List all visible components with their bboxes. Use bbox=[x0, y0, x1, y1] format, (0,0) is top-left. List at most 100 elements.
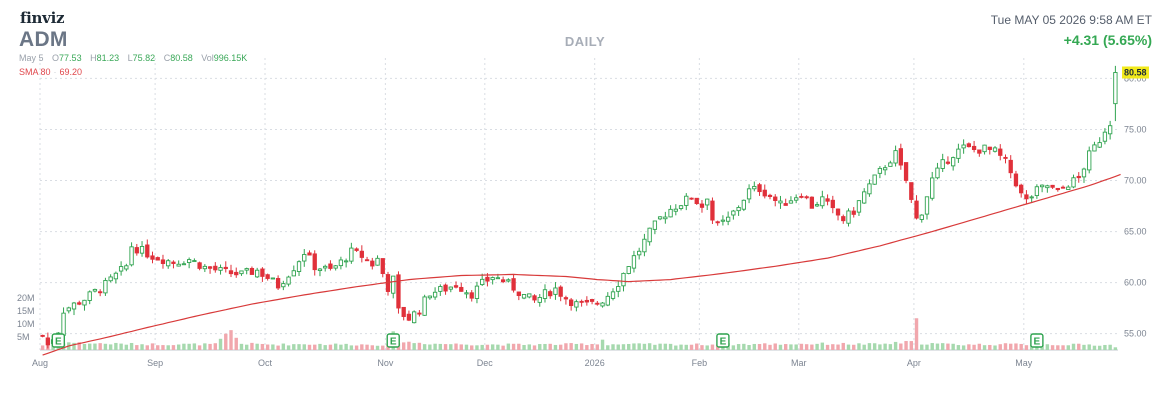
volume-bar bbox=[637, 343, 641, 350]
candle-body bbox=[773, 196, 778, 201]
volume-bar bbox=[511, 343, 516, 350]
candle-body bbox=[77, 302, 82, 305]
volume-bars bbox=[40, 318, 1118, 350]
candle-body bbox=[867, 183, 872, 195]
volume-bar bbox=[600, 339, 605, 350]
volume-bar bbox=[956, 345, 961, 350]
volume-bar bbox=[663, 343, 668, 350]
volume-bar bbox=[407, 341, 411, 350]
volume-bar bbox=[297, 344, 301, 350]
candle-body bbox=[474, 285, 480, 299]
candle-body bbox=[118, 266, 124, 272]
volume-bar bbox=[569, 343, 573, 350]
candle-body bbox=[281, 283, 286, 288]
candle-body bbox=[406, 313, 412, 321]
candle-body bbox=[830, 199, 835, 209]
candle-body bbox=[710, 200, 715, 221]
volume-bar bbox=[972, 344, 976, 350]
candle-body bbox=[642, 238, 647, 253]
volume-bar bbox=[548, 343, 552, 350]
candlesticks[interactable] bbox=[40, 65, 1118, 349]
chart-grid bbox=[39, 58, 1118, 351]
candle-body bbox=[998, 148, 1003, 156]
earnings-marker[interactable]: E bbox=[51, 333, 66, 348]
volume-bar bbox=[255, 343, 259, 350]
candle-body bbox=[145, 244, 150, 258]
date-tick-label: Aug bbox=[32, 358, 48, 368]
candle-body bbox=[1060, 186, 1066, 189]
quote-datetime: Tue MAY 05 2026 9:58 AM ET bbox=[990, 13, 1152, 27]
volume-tick-label: 5M bbox=[17, 332, 30, 342]
candle-body bbox=[265, 274, 270, 279]
candle-body bbox=[45, 337, 50, 346]
candle-body bbox=[882, 167, 888, 171]
candle-body bbox=[809, 196, 815, 209]
volume-bar bbox=[658, 343, 662, 350]
volume-bar bbox=[862, 344, 866, 350]
ticker-symbol: ADM bbox=[19, 28, 68, 51]
candle-body bbox=[715, 221, 720, 224]
candle-body bbox=[616, 286, 621, 292]
candle-body bbox=[391, 275, 396, 294]
volume-bar bbox=[930, 343, 934, 350]
volume-bar bbox=[616, 344, 620, 350]
candle-body bbox=[98, 291, 103, 294]
volume-bar bbox=[140, 344, 144, 350]
earnings-marker[interactable]: E bbox=[386, 333, 400, 348]
volume-bar bbox=[1071, 343, 1076, 350]
volume-bar bbox=[286, 345, 291, 350]
volume-bar bbox=[878, 344, 882, 350]
candle-body bbox=[506, 279, 511, 282]
volume-bar bbox=[124, 344, 129, 350]
volume-bar bbox=[888, 344, 893, 350]
candle-body bbox=[317, 268, 323, 272]
candle-body bbox=[945, 161, 951, 164]
candle-body bbox=[511, 278, 516, 291]
volume-bar bbox=[422, 344, 427, 350]
earnings-marker[interactable]: E bbox=[1030, 333, 1044, 348]
earnings-marker[interactable]: E bbox=[716, 333, 730, 348]
volume-bar bbox=[475, 345, 479, 350]
volume-bar bbox=[370, 345, 374, 350]
candle-body bbox=[814, 204, 820, 207]
volume-bar bbox=[611, 344, 615, 350]
volume-bar bbox=[150, 343, 155, 350]
candle-body bbox=[553, 287, 558, 295]
volume-bar bbox=[590, 343, 594, 350]
candle-body bbox=[987, 146, 992, 150]
volume-bar bbox=[333, 343, 338, 350]
volume-bar bbox=[763, 343, 767, 350]
candle-body bbox=[92, 288, 98, 292]
candle-body bbox=[846, 210, 851, 224]
volume-bar bbox=[197, 345, 202, 350]
finviz-logo[interactable]: finviz bbox=[20, 9, 65, 27]
date-tick-label: Nov bbox=[377, 358, 394, 368]
candle-body bbox=[1013, 173, 1019, 187]
volume-bar bbox=[260, 343, 265, 350]
candle-body bbox=[516, 291, 521, 296]
earnings-marker-label: E bbox=[720, 337, 727, 348]
candle-body bbox=[134, 247, 139, 254]
volume-bar bbox=[381, 345, 385, 350]
candle-body bbox=[171, 261, 176, 264]
volume-bar bbox=[951, 343, 955, 350]
volume-bar bbox=[1077, 343, 1081, 350]
candle-body bbox=[417, 312, 422, 315]
candle-body bbox=[663, 216, 668, 220]
candle-body bbox=[694, 197, 699, 205]
candle-body bbox=[66, 307, 71, 312]
candle-body bbox=[396, 274, 401, 309]
candle-body bbox=[862, 191, 867, 204]
candle-body bbox=[558, 286, 563, 297]
candle-body bbox=[401, 306, 406, 317]
volume-bar bbox=[647, 343, 652, 350]
candle-body bbox=[1039, 184, 1045, 188]
volume-bar bbox=[1029, 345, 1034, 350]
date-tick-label: May bbox=[1015, 358, 1033, 368]
candle-body bbox=[61, 312, 66, 336]
candle-body bbox=[202, 265, 207, 270]
date-tick-label: Oct bbox=[258, 358, 273, 368]
volume-bar bbox=[909, 341, 913, 350]
